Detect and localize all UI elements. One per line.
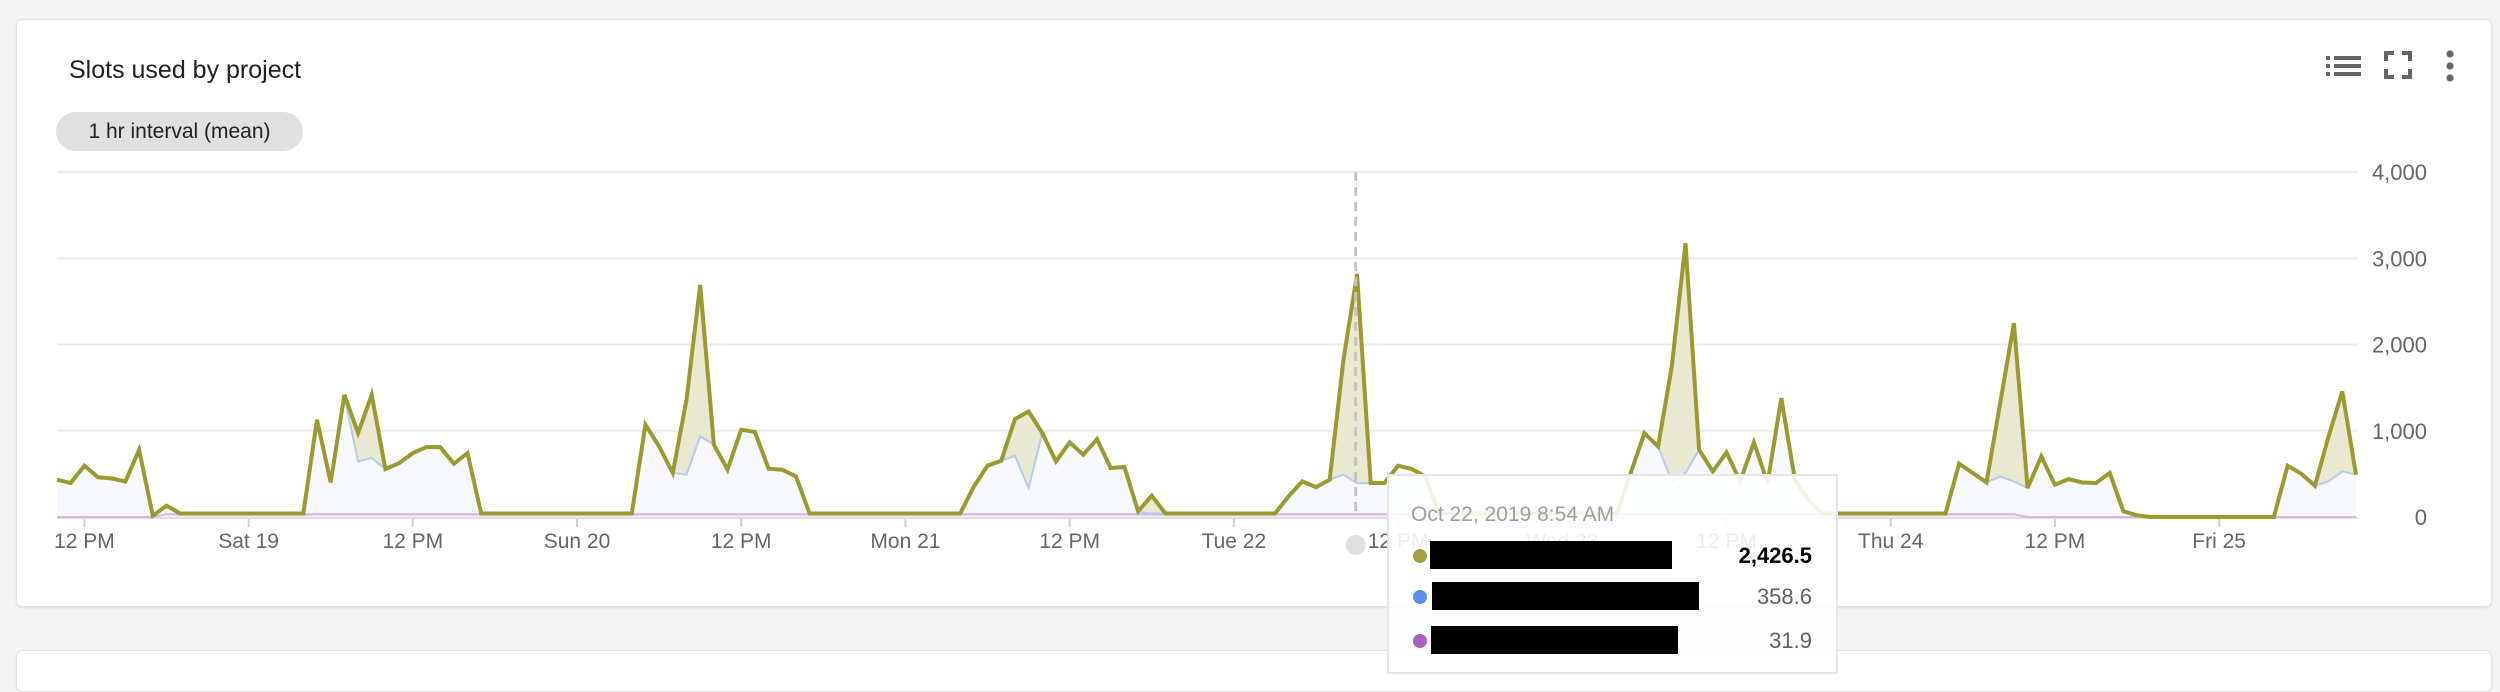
x-tick-label: 12 PM [711,530,772,553]
redacted-project-name [1432,582,1699,610]
series-color-dot-icon [1413,549,1427,563]
y-tick-label: 2,000 [2372,333,2427,358]
tooltip-value: 31.9 [1769,628,1812,653]
x-tick-label: 12 PM [54,530,115,553]
y-tick-label: 1,000 [2372,419,2427,444]
tooltip-date: Oct 22, 2019 8:54 AM [1411,503,1615,526]
legend-list-icon[interactable] [2326,54,2362,78]
x-tick-label: Mon 21 [870,530,940,553]
x-tick-label: Thu 24 [1858,530,1924,553]
redacted-project-name [1430,541,1672,569]
tooltip-row: 2,426.5 [1389,541,1836,571]
redacted-project-name [1431,626,1678,654]
x-tick-label: Sun 20 [544,530,611,553]
y-tick-label: 0 [2415,505,2427,530]
series-color-dot-icon [1413,590,1427,604]
fullscreen-icon[interactable] [2384,51,2412,79]
chart-title: Slots used by project [69,56,302,84]
x-tick-label: Sat 19 [218,530,279,553]
interval-chip[interactable]: 1 hr interval (mean) [56,112,303,151]
tooltip-value: 2,426.5 [1738,543,1812,568]
y-tick-label: 3,000 [2372,246,2427,271]
y-tick-label: 4,000 [2372,160,2427,185]
tooltip-row: 358.6 [1389,582,1836,612]
chart-tooltip: Oct 22, 2019 8:54 AM 2,426.5 358.6 31.9 [1387,474,1838,674]
x-tick-label: 12 PM [2025,530,2086,553]
more-vert-icon[interactable] [2443,50,2457,82]
tooltip-row: 31.9 [1389,626,1836,656]
x-tick-label: 12 PM [1039,530,1100,553]
series-color-dot-icon [1413,634,1427,648]
x-tick-label: Fri 25 [2192,530,2246,553]
x-tick-label: Tue 22 [1202,530,1267,553]
tooltip-value: 358.6 [1756,584,1812,609]
x-tick-label: 12 PM [382,530,443,553]
series-line-2 [56,242,2358,520]
slots-chart[interactable]: 12 PM Sat 19 12 PM Sun 20 12 PM Mon 21 12 PM Tu… [0,0,2500,660]
crosshair-marker-icon [1345,535,1366,555]
